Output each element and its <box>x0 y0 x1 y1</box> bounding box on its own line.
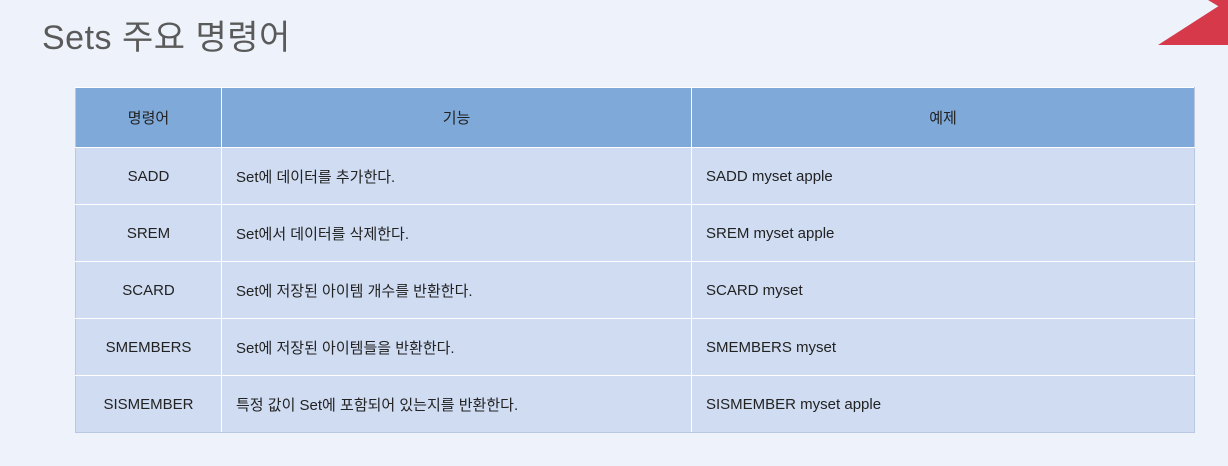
example-cell: SADD myset apple <box>691 147 1195 205</box>
table-row: SADD Set에 데이터를 추가한다. SADD myset apple <box>75 147 1195 205</box>
description-cell: Set에서 데이터를 삭제한다. <box>221 204 692 262</box>
accent-triangle <box>1158 0 1228 45</box>
example-cell: SCARD myset <box>691 261 1195 319</box>
command-cell: SCARD <box>75 261 222 319</box>
description-cell: 특정 값이 Set에 포함되어 있는지를 반환한다. <box>221 375 692 433</box>
example-cell: SISMEMBER myset apple <box>691 375 1195 433</box>
table-row: SCARD Set에 저장된 아이템 개수를 반환한다. SCARD myset <box>75 261 1195 319</box>
command-cell: SREM <box>75 204 222 262</box>
page-title: Sets 주요 명령어 <box>42 19 291 57</box>
table-row: SISMEMBER 특정 값이 Set에 포함되어 있는지를 반환한다. SIS… <box>75 375 1195 433</box>
example-cell: SREM myset apple <box>691 204 1195 262</box>
header-command: 명령어 <box>75 87 222 148</box>
table-row: SMEMBERS Set에 저장된 아이템들을 반환한다. SMEMBERS m… <box>75 318 1195 376</box>
accent-sliver <box>1208 0 1228 12</box>
commands-table: 명령어 기능 예제 SADD Set에 데이터를 추가한다. SADD myse… <box>75 87 1195 433</box>
description-cell: Set에 저장된 아이템 개수를 반환한다. <box>221 261 692 319</box>
example-cell: SMEMBERS myset <box>691 318 1195 376</box>
description-cell: Set에 저장된 아이템들을 반환한다. <box>221 318 692 376</box>
table-header-row: 명령어 기능 예제 <box>75 87 1195 148</box>
table-row: SREM Set에서 데이터를 삭제한다. SREM myset apple <box>75 204 1195 262</box>
command-cell: SADD <box>75 147 222 205</box>
header-example: 예제 <box>691 87 1195 148</box>
header-function: 기능 <box>221 87 692 148</box>
command-cell: SISMEMBER <box>75 375 222 433</box>
command-cell: SMEMBERS <box>75 318 222 376</box>
description-cell: Set에 데이터를 추가한다. <box>221 147 692 205</box>
corner-accent-shape <box>1158 0 1228 45</box>
